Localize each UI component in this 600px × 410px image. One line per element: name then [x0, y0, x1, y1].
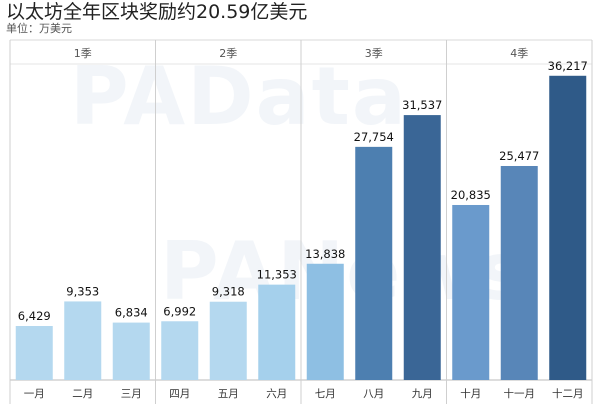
- bar-value-label: 36,217: [548, 59, 588, 73]
- month-label: 十一月: [504, 387, 536, 400]
- quarter-dividers: [9, 39, 593, 404]
- quarter-label: 1季: [74, 47, 92, 60]
- month-label: 七月: [315, 388, 336, 400]
- month-label: 二月: [72, 388, 93, 400]
- month-label: 六月: [266, 388, 287, 400]
- quarter-label: 3季: [365, 47, 383, 60]
- bar: [15, 325, 53, 380]
- bars: [15, 75, 587, 381]
- chart-title: 以太坊全年区块奖励约20.59亿美元: [6, 1, 308, 23]
- bar-value-label: 25,477: [499, 149, 539, 163]
- month-label: 三月: [121, 388, 142, 400]
- bar-value-label: 13,838: [305, 247, 345, 261]
- bar-value-label: 27,754: [354, 130, 394, 144]
- month-label: 十二月: [552, 387, 584, 400]
- quarter-label: 4季: [510, 47, 528, 60]
- bar-value-label: 9,318: [212, 285, 245, 299]
- bar-value-label: 20,835: [451, 188, 491, 202]
- quarter-labels: 1季 2季 3季 4季: [74, 47, 529, 60]
- month-label: 九月: [412, 388, 433, 400]
- bar-value-label: 6,992: [163, 304, 196, 318]
- bar: [500, 165, 538, 380]
- bar-value-label: 6,429: [18, 309, 51, 323]
- month-label: 一月: [24, 388, 45, 400]
- bar: [452, 204, 490, 380]
- bar: [258, 284, 296, 380]
- bar: [209, 301, 247, 380]
- bar-value-label: 11,353: [257, 268, 297, 282]
- value-labels: 6,429 9,353 6,834 6,992 9,318 11,353 13,838 27,…: [18, 59, 588, 323]
- bar-value-label: 6,834: [115, 306, 148, 320]
- bar: [403, 115, 441, 380]
- bar: [112, 322, 150, 380]
- quarter-label: 2季: [219, 47, 237, 60]
- bar-value-label: 31,537: [402, 98, 442, 112]
- bar: [355, 146, 393, 380]
- bar-value-label: 9,353: [66, 284, 99, 298]
- bar: [161, 321, 199, 380]
- month-labels: 一月 二月 三月 四月 五月 六月 七月 八月 九月 十月 十一月 十二月: [24, 387, 584, 400]
- bar: [64, 301, 102, 380]
- month-label: 八月: [363, 388, 384, 400]
- month-label: 四月: [169, 388, 190, 400]
- bar: [306, 263, 344, 380]
- month-label: 十月: [460, 387, 481, 400]
- bar: [549, 75, 587, 381]
- month-label: 五月: [218, 388, 239, 400]
- unit-label: 单位：万美元: [6, 22, 72, 35]
